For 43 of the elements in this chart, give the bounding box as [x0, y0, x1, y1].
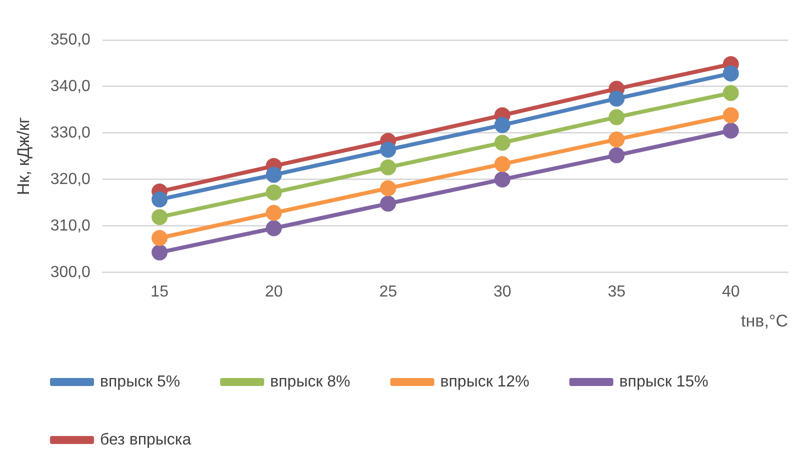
x-tick-label: 25 — [379, 283, 398, 300]
legend-label: впрыск 12% — [440, 373, 530, 390]
point — [266, 220, 282, 236]
y-tick-label: 320,0 — [50, 170, 91, 188]
x-tick-label: 20 — [264, 283, 283, 300]
point — [722, 84, 739, 101]
y-tick-label: 350,0 — [50, 31, 91, 48]
point — [494, 156, 510, 172]
point — [380, 159, 396, 176]
y-tick-label: 340,0 — [50, 78, 91, 95]
point — [152, 230, 168, 246]
point — [152, 244, 168, 260]
y-tick-label: 330,0 — [50, 124, 91, 142]
point — [380, 196, 396, 212]
x-tick-label: 35 — [608, 283, 626, 300]
legend-label: впрыск 8% — [270, 373, 350, 390]
y-tick-label: 300,0 — [50, 264, 91, 281]
point — [266, 204, 282, 221]
point — [608, 131, 625, 148]
point — [380, 180, 396, 196]
legend-label: без впрыска — [100, 431, 192, 448]
legend-label: впрыск 5% — [100, 373, 180, 390]
point — [494, 117, 510, 134]
y-tick-label: 310,0 — [50, 217, 91, 234]
point — [608, 90, 625, 107]
point — [608, 109, 625, 126]
x-tick-label: 30 — [493, 283, 512, 300]
x-axis-title: tнв,°C — [741, 311, 788, 330]
point — [152, 191, 168, 208]
point — [494, 171, 510, 188]
y-axis-title: Нк, кДж/кг — [14, 117, 33, 196]
point — [266, 166, 282, 183]
point — [380, 142, 396, 158]
point — [266, 184, 282, 200]
point — [608, 147, 625, 164]
x-tick-label: 15 — [150, 283, 169, 300]
point — [722, 122, 739, 139]
legend-label: впрыск 15% — [619, 373, 708, 390]
point — [152, 209, 168, 226]
point — [722, 65, 739, 82]
point — [494, 134, 510, 151]
point — [722, 107, 739, 124]
x-tick-label: 40 — [722, 283, 740, 300]
